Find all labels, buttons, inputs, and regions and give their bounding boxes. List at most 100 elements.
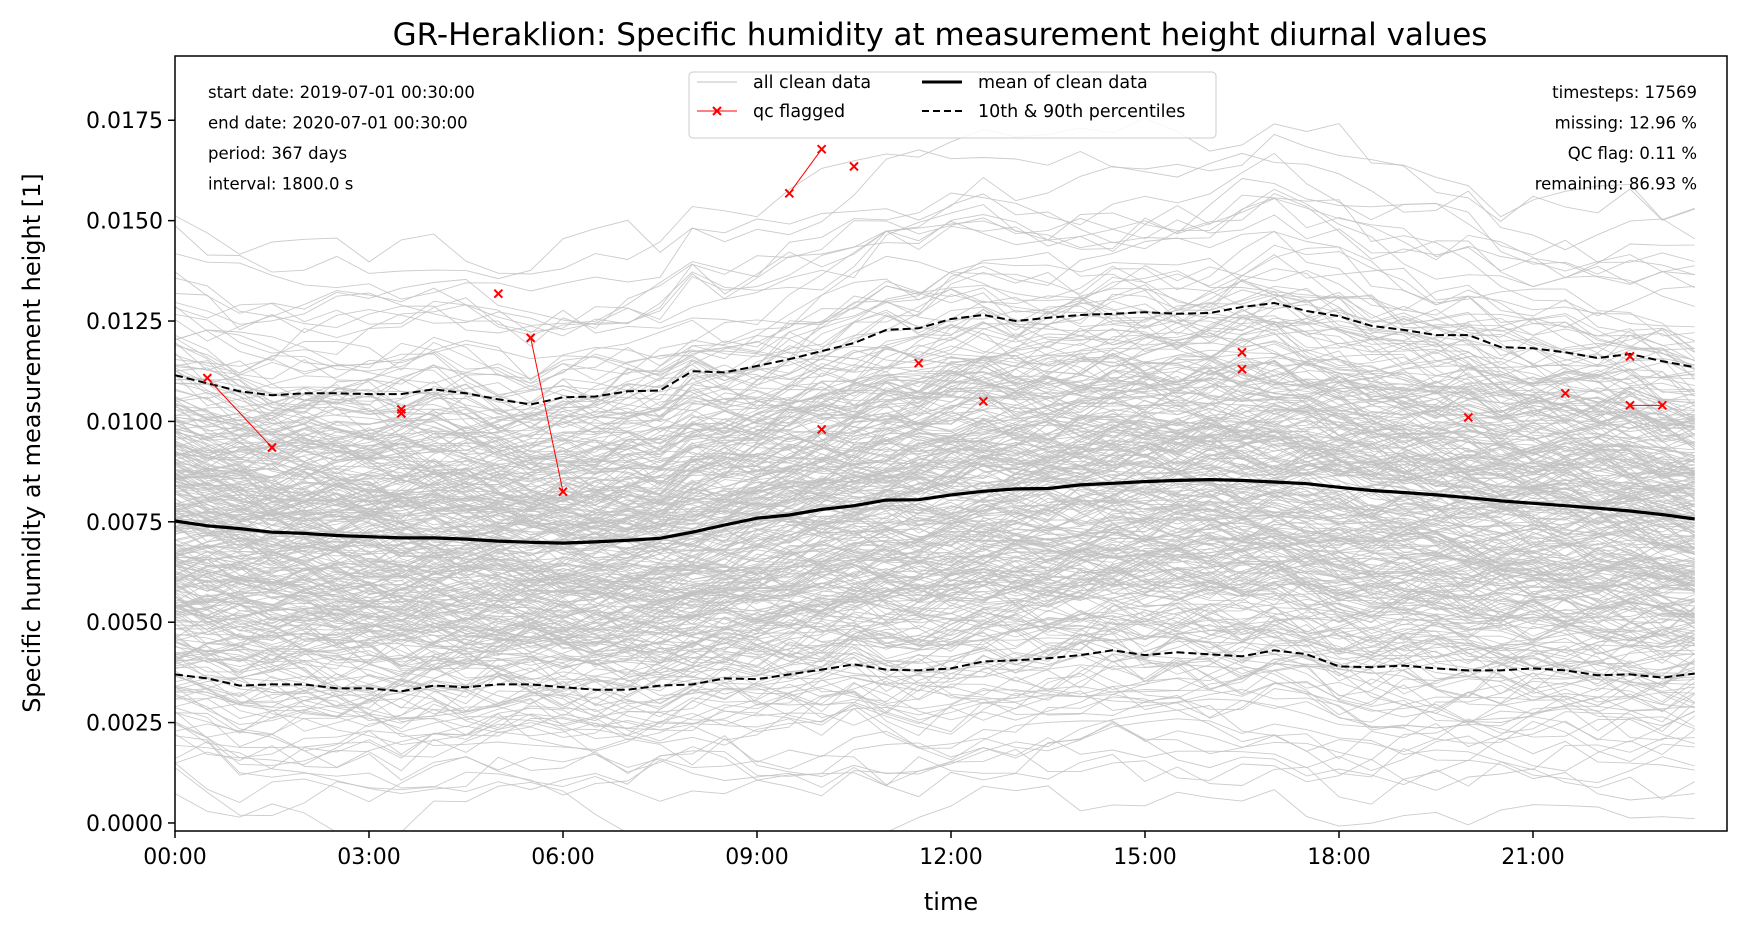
info-left-line: period: 367 days <box>208 144 347 163</box>
x-tick-label: 21:00 <box>1501 845 1564 870</box>
y-tick-label: 0.0125 <box>86 310 163 335</box>
clean-data-line <box>175 561 1695 648</box>
clean-data-line <box>175 342 1696 450</box>
qc-flagged-point <box>816 144 827 154</box>
clean-data-line <box>175 377 1695 504</box>
clean-data-line <box>175 561 1695 654</box>
clean-data-line <box>175 295 1696 429</box>
legend-label: 10th & 90th percentiles <box>978 102 1185 122</box>
clean-data-line <box>175 650 1695 728</box>
clean-data-line <box>175 565 1695 653</box>
clean-data-line <box>175 337 1695 449</box>
x-tick-label: 00:00 <box>143 845 206 870</box>
y-tick-label: 0.0075 <box>86 511 163 536</box>
clean-data-line <box>175 653 1695 734</box>
clean-data-line <box>175 753 1695 817</box>
clean-data-line <box>175 542 1695 634</box>
qc-flagged-group <box>202 144 1668 497</box>
clean-data-line <box>175 392 1695 497</box>
clean-data-line <box>175 542 1695 628</box>
y-tick-label: 0.0000 <box>86 812 163 837</box>
info-right-line: timesteps: 17569 <box>1552 83 1697 102</box>
qc-flagged-point <box>558 486 568 497</box>
x-tick-label: 15:00 <box>1113 845 1176 870</box>
x-axis-ticks: 00:00 03:00 06:00 09:00 12:00 15:00 18:00 21:00 <box>143 831 1565 870</box>
all-clean-data-lines <box>175 117 1696 831</box>
info-right-line: remaining: 86.93 % <box>1535 175 1697 194</box>
percentile-90-line <box>175 301 1695 406</box>
x-tick-label: 09:00 <box>725 845 788 870</box>
clean-data-line <box>175 350 1695 467</box>
clean-data-line <box>175 194 1695 336</box>
clean-data-line <box>175 396 1695 491</box>
clean-data-line <box>175 469 1695 579</box>
qc-flagged-segment <box>206 377 273 448</box>
legend: all clean data qc flagged mean of clean da… <box>688 71 1217 139</box>
clean-data-line <box>175 133 1695 280</box>
clean-data-line <box>175 658 1695 736</box>
clean-data-line <box>175 524 1695 620</box>
qc-flagged-segment <box>530 337 564 492</box>
clean-data-line <box>175 463 1695 553</box>
clean-data-line <box>175 404 1695 511</box>
clean-data-line <box>175 416 1695 543</box>
clean-data-line <box>175 427 1695 550</box>
clean-data-line <box>175 244 1695 388</box>
clean-data-line <box>175 515 1695 602</box>
clean-data-line <box>175 178 1695 325</box>
clean-data-line <box>175 653 1695 733</box>
legend-entry: qc flagged <box>697 102 845 122</box>
info-right-line: QC flag: 0.11 % <box>1568 144 1697 163</box>
clean-data-line <box>175 480 1695 584</box>
clean-data-line <box>175 530 1695 621</box>
clean-data-line <box>175 553 1695 637</box>
clean-data-line <box>175 323 1695 439</box>
clean-data-line <box>175 152 1695 300</box>
y-tick-label: 0.0025 <box>86 712 163 737</box>
clean-data-line <box>175 197 1695 355</box>
clean-data-line <box>175 370 1695 502</box>
clean-data-line <box>175 603 1695 675</box>
clean-data-line <box>175 630 1695 693</box>
clean-data-line <box>175 620 1695 693</box>
clean-data-line <box>175 665 1695 746</box>
clean-data-line <box>175 214 1695 362</box>
clean-data-line <box>175 287 1695 412</box>
clean-data-line <box>175 604 1695 692</box>
y-tick-label: 0.0150 <box>86 210 163 235</box>
x-tick-label: 18:00 <box>1307 845 1370 870</box>
clean-data-line <box>175 659 1695 731</box>
clean-data-line <box>175 422 1695 524</box>
clean-data-line <box>175 531 1695 625</box>
clean-data-line <box>175 587 1695 668</box>
clean-data-line <box>175 557 1695 646</box>
clean-data-line <box>175 748 1695 804</box>
qc-flagged-point <box>1625 400 1635 411</box>
clean-data-line <box>175 409 1695 515</box>
qc-flagged-point <box>978 396 989 407</box>
clean-data-line <box>175 454 1695 547</box>
clean-data-line <box>175 500 1695 605</box>
legend-entry: 10th & 90th percentiles <box>922 102 1185 122</box>
legend-label: mean of clean data <box>978 73 1148 93</box>
clean-data-line <box>175 591 1695 666</box>
clean-data-line <box>175 192 1695 334</box>
clean-data-line <box>175 531 1695 601</box>
clean-data-line <box>175 647 1695 725</box>
clean-data-line <box>175 291 1695 406</box>
clean-data-line <box>175 555 1695 636</box>
clean-data-line <box>175 709 1695 793</box>
clean-data-line <box>175 117 1695 275</box>
info-right-line: missing: 12.96 % <box>1555 114 1697 133</box>
clean-data-line <box>175 510 1695 580</box>
legend-entry: mean of clean data <box>922 73 1148 93</box>
clean-data-line <box>175 781 1695 831</box>
clean-data-line <box>175 629 1695 712</box>
clean-data-line <box>175 552 1695 640</box>
qc-flagged-point <box>1463 412 1474 423</box>
clean-data-line <box>175 607 1695 679</box>
qc-flagged-point <box>525 333 536 343</box>
clean-data-line <box>175 520 1695 600</box>
clean-data-line <box>175 504 1695 602</box>
qc-flagged-point <box>784 188 795 199</box>
